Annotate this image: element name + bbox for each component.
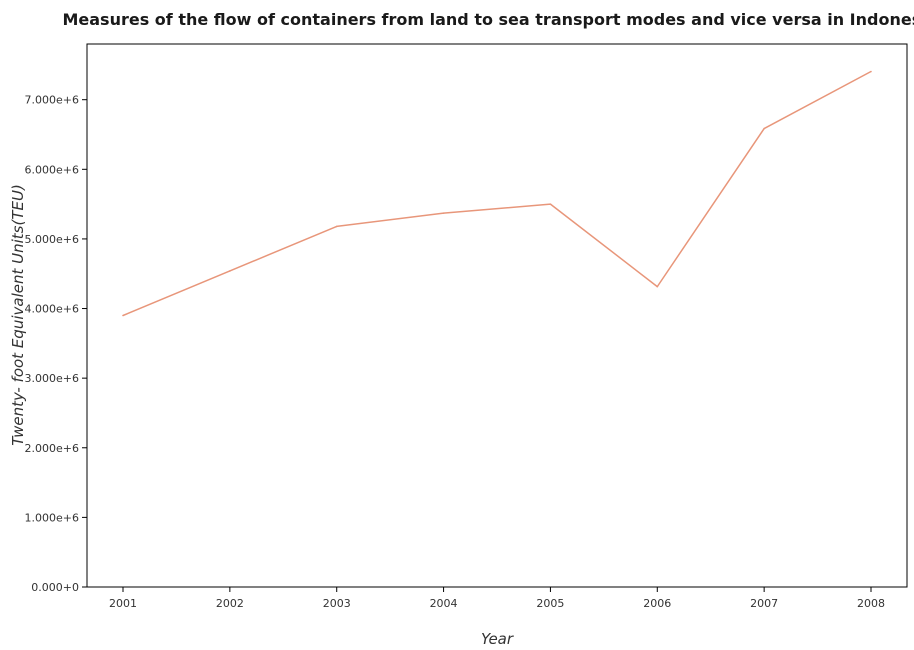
y-tick-label: 1.000e+6 xyxy=(25,511,79,524)
y-tick-label: 5.000e+6 xyxy=(25,233,79,246)
y-tick-label: 7.000e+6 xyxy=(25,94,79,107)
plot-area xyxy=(86,43,908,588)
series-line xyxy=(122,70,872,317)
y-tick-label: 6.000e+6 xyxy=(25,163,79,176)
y-tick-label: 3.000e+6 xyxy=(25,372,79,385)
data-point xyxy=(122,314,124,317)
x-tick-label: 2002 xyxy=(216,597,244,610)
x-tick-label: 2001 xyxy=(109,597,137,610)
x-tick-label: 2008 xyxy=(857,597,885,610)
y-tick-label: 2.000e+6 xyxy=(25,442,79,455)
x-axis: 2001 2002 2003 2004 2005 2006 2007 2008 xyxy=(109,587,885,610)
x-axis-label: Year xyxy=(481,630,514,648)
data-point xyxy=(549,203,552,205)
data-point xyxy=(229,270,231,272)
data-point xyxy=(656,285,659,288)
data-point xyxy=(335,225,338,228)
y-tick-label: 0.000+0 xyxy=(31,581,79,594)
y-tick-label: 4.000e+6 xyxy=(25,303,79,316)
data-point xyxy=(763,127,765,130)
y-axis-label: Twenty- foot Equivalent Units(TEU) xyxy=(9,184,27,446)
x-tick-label: 2003 xyxy=(323,597,351,610)
x-tick-label: 2007 xyxy=(750,597,778,610)
data-point xyxy=(870,70,872,73)
y-axis: 0.000+0 1.000e+6 2.000e+6 3.000e+6 4.000e+6 5… xyxy=(25,94,87,594)
x-tick-label: 2005 xyxy=(536,597,564,610)
series-group xyxy=(122,70,872,317)
x-tick-label: 2004 xyxy=(430,597,458,610)
chart-title: Measures of the flow of containers from … xyxy=(62,10,914,29)
x-tick-label: 2006 xyxy=(643,597,671,610)
data-point xyxy=(442,212,445,214)
